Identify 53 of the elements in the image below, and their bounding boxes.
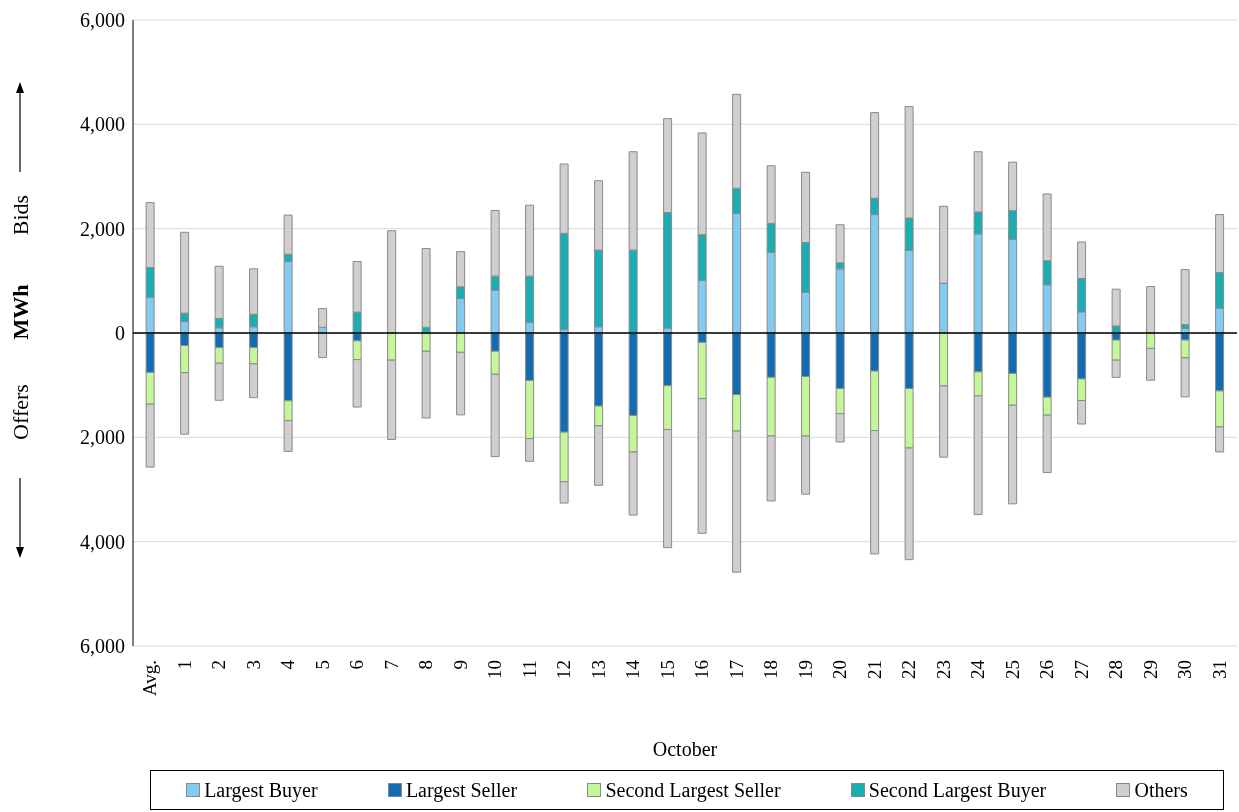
x-tick-label: 15 xyxy=(656,660,678,679)
y-tick-label: 2,000 xyxy=(80,217,125,240)
x-tick-label: 24 xyxy=(967,659,989,679)
y-tick-label: 6,000 xyxy=(80,9,125,32)
x-tick-label: 28 xyxy=(1105,660,1127,679)
x-tick-label: 3 xyxy=(242,660,264,670)
x-tick-label: 30 xyxy=(1174,660,1196,679)
x-tick-label: 31 xyxy=(1208,660,1230,679)
x-axis-title: October xyxy=(652,738,718,760)
y-axis-title: MWh xyxy=(8,284,33,340)
x-tick-label: 14 xyxy=(622,659,644,679)
text: Bids xyxy=(8,194,33,236)
x-tick-label: 10 xyxy=(484,660,506,679)
x-tick-label: 13 xyxy=(587,660,609,679)
y-tick-label: 0 xyxy=(115,322,125,345)
y-tick-label: 4,000 xyxy=(80,113,125,136)
bar xyxy=(1146,286,1156,334)
text: Offers xyxy=(8,384,33,440)
legend-label: Largest Buyer xyxy=(204,778,318,802)
legend-label: Largest Seller xyxy=(405,778,518,802)
legend-label: Second Largest Seller xyxy=(605,778,781,802)
y-tick-label: 6,000 xyxy=(80,635,125,658)
x-tick-label: 23 xyxy=(932,660,954,679)
x-tick-label: 1 xyxy=(173,660,195,670)
x-tick-label: 7 xyxy=(380,660,402,670)
bar xyxy=(318,332,328,359)
x-tick-label: 9 xyxy=(449,660,471,670)
x-tick-label: 29 xyxy=(1139,660,1161,679)
x-tick-label: 16 xyxy=(691,660,713,679)
x-tick-label: 17 xyxy=(725,660,747,679)
x-tick-label: 4 xyxy=(277,659,299,670)
bar xyxy=(421,247,431,328)
x-tick-label: 26 xyxy=(1036,660,1058,679)
x-tick-label: 21 xyxy=(863,660,885,679)
x-tick-label: 6 xyxy=(346,660,368,670)
x-tick-label: 22 xyxy=(898,660,920,679)
x-tick-label: Avg. xyxy=(139,660,161,697)
y-tick-label: 4,000 xyxy=(80,530,125,553)
x-tick-label: 2 xyxy=(208,660,230,670)
x-tick-label: 27 xyxy=(1070,660,1092,679)
x-tick-label: 12 xyxy=(553,660,575,679)
x-tick-label: 5 xyxy=(311,660,333,670)
x-tick-label: 8 xyxy=(415,660,437,670)
x-tick-label: 11 xyxy=(518,660,540,679)
x-tick-label: 20 xyxy=(829,660,851,679)
x-tick-label: 25 xyxy=(1001,660,1023,679)
bar xyxy=(318,307,328,328)
legend-label: Others xyxy=(1134,778,1188,802)
y-tick-label: 2,000 xyxy=(80,426,125,449)
legend-label: Second Largest Buyer xyxy=(868,778,1047,802)
x-tick-label: 18 xyxy=(760,660,782,679)
bar xyxy=(1180,269,1190,326)
x-tick-label: 19 xyxy=(794,660,816,679)
